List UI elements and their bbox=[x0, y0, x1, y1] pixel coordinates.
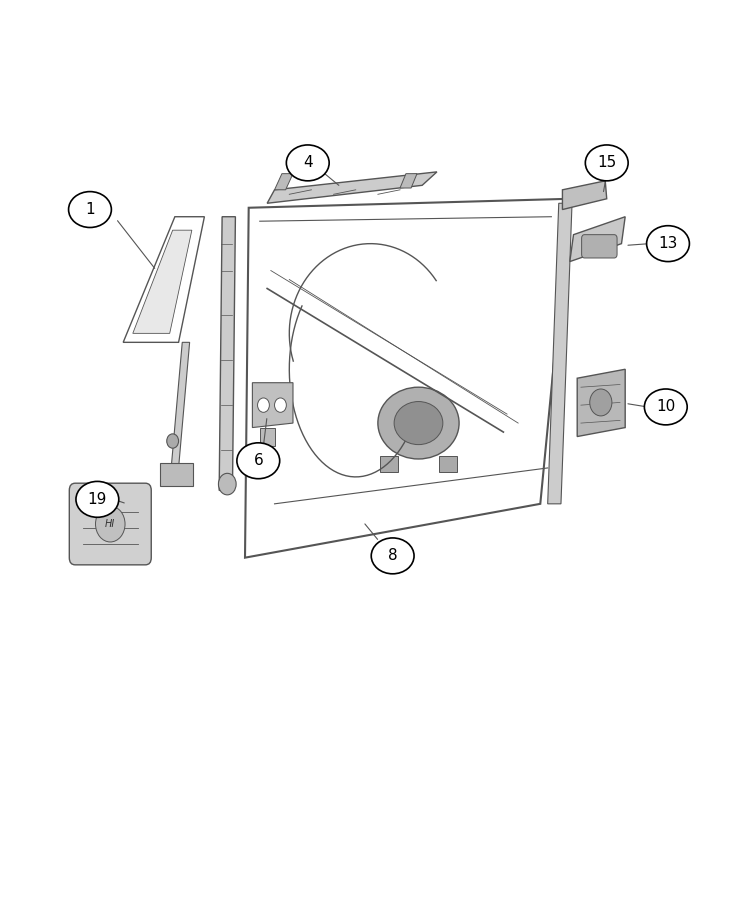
FancyBboxPatch shape bbox=[70, 483, 151, 565]
FancyBboxPatch shape bbox=[582, 235, 617, 258]
Polygon shape bbox=[260, 428, 274, 446]
Polygon shape bbox=[274, 174, 293, 190]
Polygon shape bbox=[171, 342, 190, 468]
FancyBboxPatch shape bbox=[380, 456, 398, 472]
Polygon shape bbox=[219, 217, 236, 490]
Text: 4: 4 bbox=[303, 156, 313, 170]
Circle shape bbox=[219, 473, 236, 495]
Polygon shape bbox=[400, 174, 417, 188]
FancyBboxPatch shape bbox=[160, 464, 193, 486]
Polygon shape bbox=[562, 181, 607, 210]
Text: 19: 19 bbox=[87, 491, 107, 507]
Text: HI: HI bbox=[105, 519, 116, 529]
Ellipse shape bbox=[394, 401, 443, 445]
Polygon shape bbox=[133, 230, 192, 333]
Text: 15: 15 bbox=[597, 156, 617, 170]
Circle shape bbox=[274, 398, 286, 412]
Text: 13: 13 bbox=[658, 236, 678, 251]
Polygon shape bbox=[253, 382, 293, 428]
Circle shape bbox=[167, 434, 179, 448]
Ellipse shape bbox=[286, 145, 329, 181]
Polygon shape bbox=[268, 172, 437, 203]
Text: 10: 10 bbox=[657, 400, 675, 414]
Text: 6: 6 bbox=[253, 454, 263, 468]
Text: 1: 1 bbox=[85, 202, 95, 217]
Ellipse shape bbox=[237, 443, 279, 479]
Circle shape bbox=[96, 506, 125, 542]
Ellipse shape bbox=[69, 192, 111, 228]
Ellipse shape bbox=[371, 538, 414, 574]
Ellipse shape bbox=[378, 387, 459, 459]
Polygon shape bbox=[570, 217, 625, 262]
Polygon shape bbox=[548, 203, 572, 504]
Circle shape bbox=[590, 389, 612, 416]
Ellipse shape bbox=[585, 145, 628, 181]
Ellipse shape bbox=[645, 389, 687, 425]
Circle shape bbox=[258, 398, 270, 412]
Polygon shape bbox=[577, 369, 625, 436]
FancyBboxPatch shape bbox=[439, 456, 457, 472]
Ellipse shape bbox=[647, 226, 689, 262]
Text: 8: 8 bbox=[388, 548, 397, 563]
Ellipse shape bbox=[76, 482, 119, 517]
